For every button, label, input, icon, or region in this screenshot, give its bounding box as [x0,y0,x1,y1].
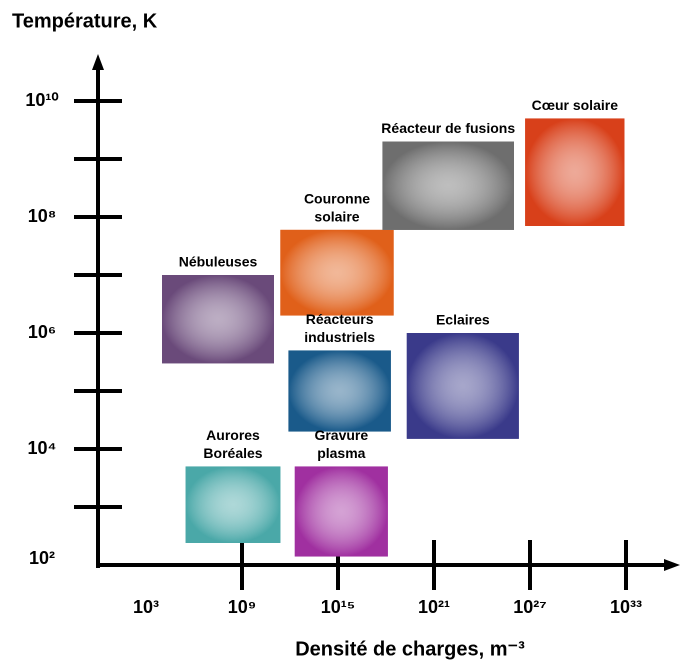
x-tick-label: 10³³ [610,597,642,617]
region-label: Couronne [304,191,370,207]
region-label: Gravure [314,427,368,443]
y-tick-label: 10¹⁰ [25,90,58,110]
region-image [288,350,391,432]
region-image [162,275,274,364]
y-axis-title: Température, K [12,10,158,32]
region-label: Nébuleuses [179,254,258,270]
region-label: Aurores [206,427,260,443]
region-image [294,466,388,557]
region-image [280,229,394,316]
x-tick-label: 10¹⁵ [321,597,355,617]
region-label: Réacteurs [306,311,374,327]
region-image [185,466,281,543]
y-tick-label: 10⁶ [28,322,56,342]
x-tick-label: 10⁹ [228,597,257,617]
region-label: Boréales [203,445,262,461]
x-tick-label: 10²⁷ [513,597,546,617]
y-tick-label: 10² [29,548,55,568]
x-tick-label: 10³ [133,597,159,617]
region-label: Cœur solaire [532,97,619,113]
x-axis-arrow [664,559,680,571]
region-image [382,141,514,230]
y-tick-label: 10⁸ [28,206,57,226]
region-label: Eclaires [436,312,490,328]
y-axis-arrow [92,54,104,70]
region-label: plasma [317,445,365,461]
region-label: industriels [304,329,375,345]
x-axis-title: Densité de charges, m⁻³ [295,638,525,660]
region-label: Réacteur de fusions [381,120,515,136]
region-image [406,333,519,439]
x-tick-label: 10²¹ [418,597,450,617]
y-tick-label: 10⁴ [28,438,57,458]
region-label: solaire [314,209,359,225]
region-image [525,118,625,226]
